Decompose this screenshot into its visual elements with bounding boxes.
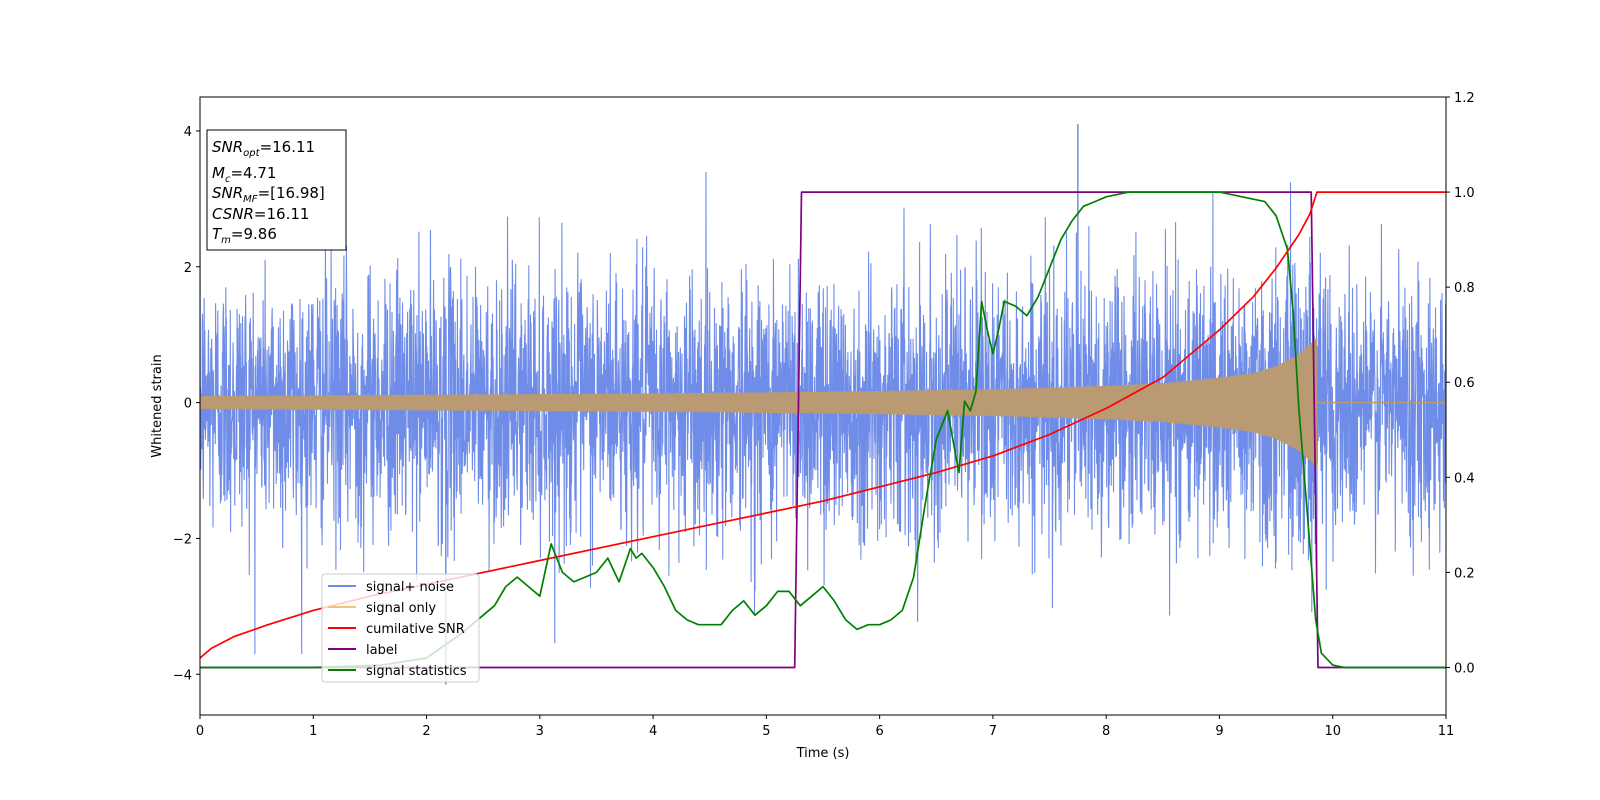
y-tick-label: −2 xyxy=(173,532,192,547)
x-axis-label: Time (s) xyxy=(796,746,850,761)
y2-tick-label: 0.6 xyxy=(1454,376,1475,391)
y2-tick-label: 0.4 xyxy=(1454,471,1475,486)
legend-frame xyxy=(321,573,480,683)
legend-entry: signal statistics xyxy=(366,664,467,679)
y2-tick-label: 1.2 xyxy=(1454,91,1475,106)
y-tick-label: −4 xyxy=(173,668,192,683)
x-tick-label: 3 xyxy=(536,724,544,739)
y2-tick-label: 1.0 xyxy=(1454,186,1475,201)
y2-tick-label: 0.8 xyxy=(1454,281,1475,296)
x-tick-label: 10 xyxy=(1324,724,1341,739)
series-signal-only-band xyxy=(200,337,1318,469)
x-tick-label: 6 xyxy=(875,724,883,739)
x-tick-label: 11 xyxy=(1438,724,1455,739)
legend-entry: signal+ noise xyxy=(366,580,454,595)
series-label-line xyxy=(200,191,1446,669)
annotation-line: Tm=9.86 xyxy=(212,225,277,246)
axes: 0 1 2 3 4 5 6 7 8 9 10 11 −4 −2 0 2 4 0.0 0.2 0.4 0.6 0.8 1.0 1… xyxy=(173,91,1475,739)
legend-entry: signal only xyxy=(366,601,436,616)
x-tick-label: 1 xyxy=(309,724,317,739)
annotation-line: SNRopt=16.11 xyxy=(212,138,315,159)
x-tick-label: 5 xyxy=(762,724,770,739)
annotation-line: Mc=4.71 xyxy=(212,164,276,185)
x-tick-label: 9 xyxy=(1215,724,1223,739)
y-tick-label: 0 xyxy=(184,397,192,412)
y2-tick-label: 0.0 xyxy=(1454,661,1475,676)
annotation-frame xyxy=(206,129,347,251)
series-signal-statistics-line xyxy=(200,191,1446,669)
y-tick-label: 4 xyxy=(184,125,192,140)
annotation-line: CSNR=16.11 xyxy=(212,205,309,223)
legend-entry: label xyxy=(366,643,397,658)
y-axis-label: Whitened strain xyxy=(150,354,165,457)
annotation-line: SNRMF=[16.98] xyxy=(212,184,325,205)
y-tick-label: 2 xyxy=(184,261,192,276)
plot-area xyxy=(200,124,1446,685)
x-tick-label: 2 xyxy=(422,724,430,739)
legend: signal+ noise signal only cumilative SNR la… xyxy=(321,573,480,683)
plot-frame xyxy=(199,96,1447,716)
annotation-box: SNRopt=16.11 Mc=4.71SNRMF=[16.98]CSNR=16.… xyxy=(206,129,347,251)
x-tick-label: 0 xyxy=(196,724,204,739)
legend-entry: cumilative SNR xyxy=(366,622,465,637)
y2-tick-label: 0.2 xyxy=(1454,566,1475,581)
x-tick-label: 8 xyxy=(1102,724,1110,739)
x-tick-label: 4 xyxy=(649,724,657,739)
x-tick-label: 7 xyxy=(989,724,997,739)
